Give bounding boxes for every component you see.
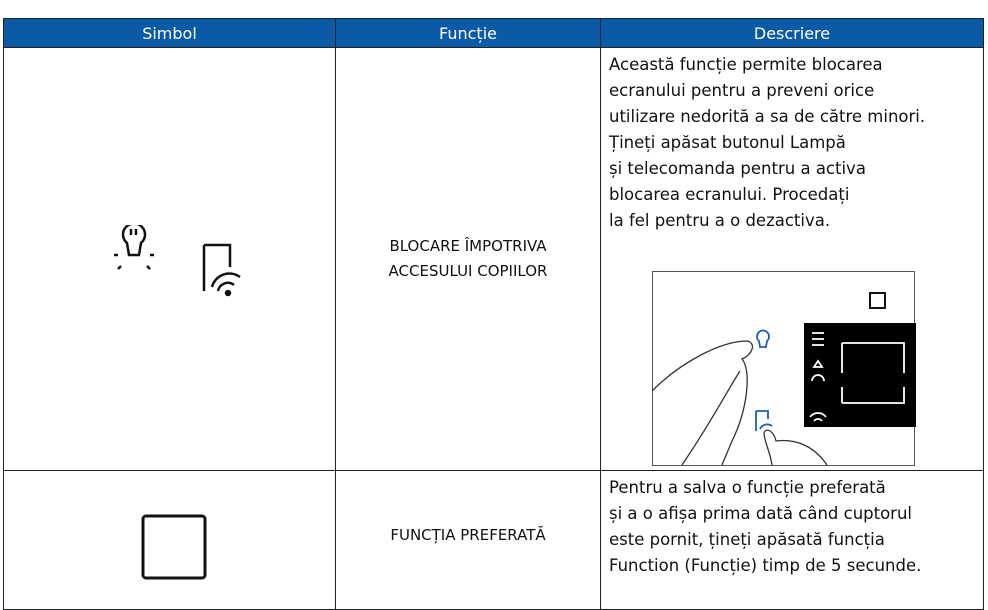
description-line: Țineți apăsat butonul Lampă <box>609 133 846 152</box>
description-line: Pentru a salva o funcție preferată <box>609 478 886 497</box>
function-line: BLOCARE ÎMPOTRIVA <box>389 237 547 255</box>
header-cell: Simbol <box>3 18 336 48</box>
description-cell: Această funcție permite blocarea ecranulu… <box>600 47 984 471</box>
description-line: și telecomanda pentru a activa <box>609 159 866 178</box>
function-cell: BLOCARE ÎMPOTRIVA ACCESULUI COPIILOR <box>335 47 601 471</box>
function-line: FUNCȚIA PREFERATĂ <box>390 526 546 544</box>
illustration <box>652 271 916 466</box>
header-cell: Descriere <box>600 18 984 48</box>
description-line: este pornit, țineți apăsată funcția <box>609 530 885 549</box>
description-line: blocarea ecranului. Procedați <box>609 185 850 204</box>
lock-icons <box>114 225 241 297</box>
header-cell: Funcție <box>335 18 601 48</box>
description-cell: Pentru a salva o funcție preferată și a o… <box>600 470 984 610</box>
description-line: Această funcție permite blocarea <box>609 55 883 74</box>
description-line: utilizare nedorită a sa de către minori. <box>609 107 926 126</box>
description-line: și a o afișa prima dată când cuptorul <box>609 504 913 523</box>
function-cell: FUNCȚIA PREFERATĂ <box>335 470 601 610</box>
description-line: ecranului pentru a preveni orice <box>609 81 875 100</box>
description-line: Function (Funcție) timp de 5 secunde. <box>609 556 922 575</box>
description-line: la fel pentru a o dezactiva. <box>609 211 831 230</box>
favorite-icon <box>141 514 207 580</box>
function-line: ACCESULUI COPIILOR <box>388 262 548 280</box>
